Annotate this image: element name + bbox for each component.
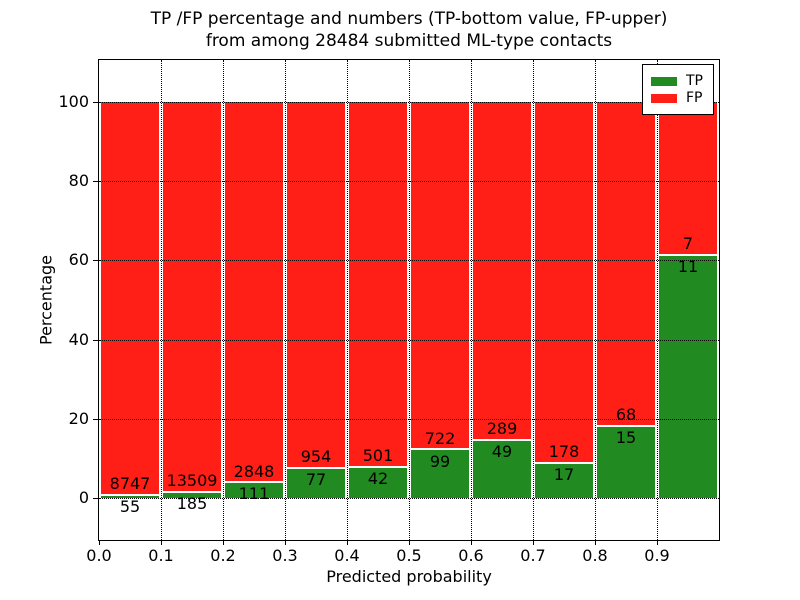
tp-count-label: 42 [367,468,389,488]
legend: TP FP [642,64,714,115]
fp-bar-segment [471,101,533,441]
bar-group-0.2 [223,101,285,499]
v-gridline-0.1 [161,60,162,540]
fp-count-label: 13509 [166,471,218,491]
tp-count-label: 11 [677,256,699,276]
y-tick-80 [93,180,98,182]
y-tick-label-20: 20 [68,409,89,428]
tp-count-label: 55 [119,496,141,516]
fp-bar-segment [99,101,161,496]
fp-count-label: 178 [548,441,580,461]
fp-bar-segment [223,101,285,484]
tp-count-label: 111 [238,484,270,504]
x-tick-0.3 [285,540,286,545]
fp-count-label: 289 [486,419,518,439]
x-tick-label-0.7: 0.7 [520,546,546,565]
legend-item-TP: TP [651,74,703,88]
y-tick-label-40: 40 [68,329,89,349]
v-gridline-0.8 [595,60,596,540]
fp-bar-segment [533,101,595,464]
chart-title-line2: from among 28484 submitted ML-type conta… [205,31,613,52]
tp-count-label: 77 [305,469,327,489]
fp-count-label: 722 [424,428,456,448]
fp-count-label: 8747 [109,474,151,494]
x-tick-0.5 [409,540,410,545]
x-tick-0.6 [471,540,472,545]
x-tick-0.0 [99,540,100,545]
x-tick-0.7 [533,540,534,545]
chart-title: TP /FP percentage and numbers (TP-bottom… [99,8,719,53]
x-tick-0.2 [223,540,224,545]
x-tick-label-0.6: 0.6 [458,546,484,565]
y-tick-40 [93,339,98,341]
bar-group-0.3 [285,101,347,499]
legend-item-FP: FP [651,91,703,105]
bar-group-0.1 [161,101,223,499]
legend-swatch-fp-icon [651,93,677,103]
bar-group-0.9 [657,101,719,499]
chart-title-line1: TP /FP percentage and numbers (TP-bottom… [150,9,668,29]
tp-count-label: 49 [491,441,513,461]
y-tick-label-60: 60 [68,250,89,270]
y-tick-60 [93,260,98,262]
bar-group-0.6 [471,101,533,499]
fp-count-label: 7 [682,234,694,254]
bar-group-0.5 [409,101,471,499]
v-gridline-0.3 [285,60,286,540]
y-tick-20 [93,419,98,420]
fp-bar-segment [347,101,409,468]
bar-group-0.7 [533,101,595,499]
x-tick-label-0.4: 0.4 [334,546,360,565]
legend-label-TP: TP [686,73,703,89]
y-tick-label-80: 80 [68,170,89,190]
x-tick-label-0.5: 0.5 [396,546,422,565]
y-tick-label-100: 100 [58,91,89,111]
y-tick-100 [93,101,98,103]
bar-group-0.0 [99,101,161,499]
fp-count-label: 68 [615,404,637,424]
tp-count-label: 185 [176,493,208,513]
tp-count-label: 15 [615,427,637,447]
fp-bar-segment [161,101,223,493]
x-tick-label-0.9: 0.9 [644,546,670,565]
tp-count-label: 99 [429,451,451,471]
tp-count-label: 17 [553,464,575,484]
fp-bar-segment [595,101,657,427]
x-tick-label-0.3: 0.3 [272,546,298,565]
fp-bar-segment [409,101,471,451]
fp-count-label: 501 [362,445,394,465]
x-axis-label: Predicted probability [326,567,492,586]
v-gridline-0.9 [657,60,658,540]
legend-label-FP: FP [686,90,703,106]
y-tick-label-0: 0 [78,488,89,508]
fp-count-label: 2848 [233,461,275,481]
x-tick-label-0.1: 0.1 [148,546,174,565]
x-tick-0.8 [595,540,596,545]
v-gridline-0.5 [409,60,410,540]
x-tick-0.9 [657,540,658,545]
x-tick-label-0.0: 0.0 [86,546,112,565]
plot-area: TP FP 8747 55 13509 185 2848 111 954 77 501 42 722 9… [98,59,720,541]
v-gridline-0.7 [533,60,534,540]
v-gridline-0.2 [223,60,224,540]
fp-bar-segment [285,101,347,469]
legend-swatch-tp-icon [651,76,677,86]
v-gridline-0.6 [471,60,472,540]
x-tick-label-0.8: 0.8 [582,546,608,565]
v-gridline-0.4 [347,60,348,540]
bar-group-0.4 [347,101,409,499]
x-tick-0.4 [347,540,348,545]
fp-bar-segment [657,101,719,256]
fp-count-label: 954 [300,446,332,466]
x-tick-0.1 [161,540,162,545]
bar-group-0.8 [595,101,657,499]
y-tick-0 [93,498,98,500]
x-tick-label-0.2: 0.2 [210,546,236,565]
